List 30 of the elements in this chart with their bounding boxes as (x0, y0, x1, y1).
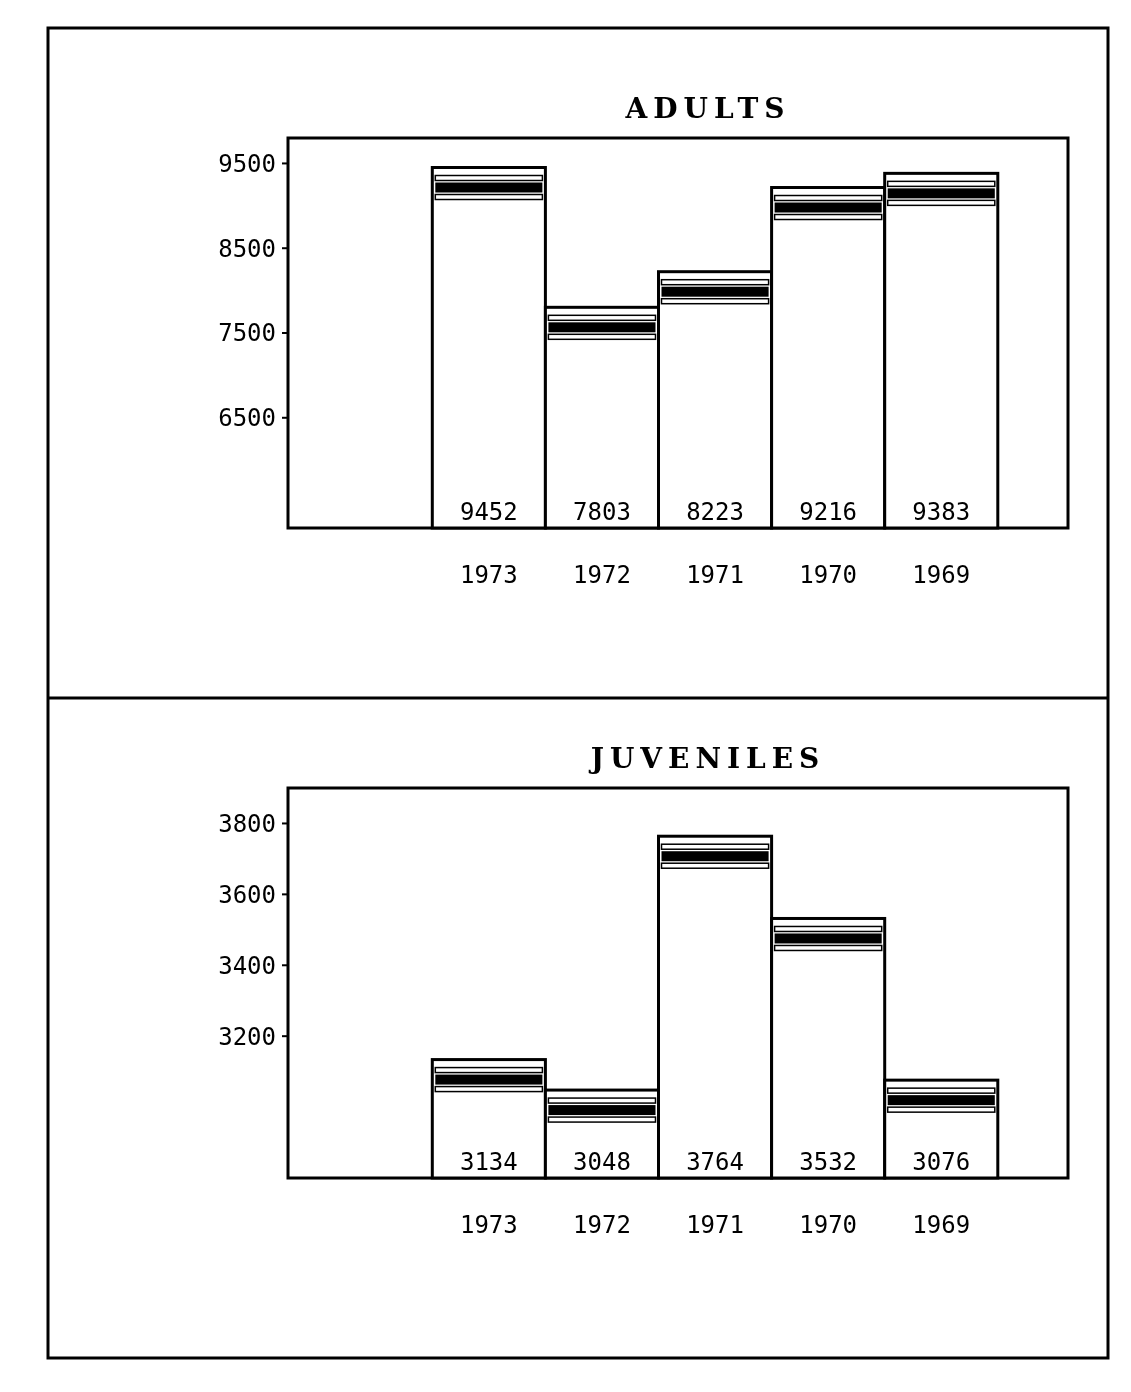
x-tick-label: 1970 (799, 561, 858, 589)
y-tick-label: 9500 (218, 149, 276, 178)
data-label: 9383 (912, 498, 971, 526)
x-tick-label: 1973 (459, 561, 518, 589)
chart-title: ADULTS (624, 92, 791, 125)
data-label: 9216 (799, 498, 858, 526)
x-tick-label: 1969 (912, 561, 971, 589)
x-tick-label: 1970 (799, 1211, 858, 1239)
x-tick-label: 1971 (686, 1211, 744, 1239)
x-tick-label: 1971 (686, 561, 744, 589)
y-tick-label: 3600 (218, 880, 276, 909)
data-label: 7803 (573, 498, 631, 526)
x-tick-label: 1969 (912, 1211, 971, 1239)
y-tick-label: 7500 (218, 319, 276, 348)
data-label: 3532 (799, 1148, 858, 1176)
x-tick-label: 1973 (459, 1211, 518, 1239)
y-tick-label: 6500 (218, 404, 276, 433)
y-tick-label: 3400 (218, 951, 276, 980)
data-label: 3134 (459, 1148, 518, 1176)
data-label: 3048 (573, 1148, 631, 1176)
data-label: 3076 (912, 1148, 971, 1176)
data-label: 8223 (686, 498, 744, 526)
chart-title: JUVENILES (587, 742, 826, 775)
y-tick-label: 3800 (218, 809, 276, 838)
x-tick-label: 1972 (573, 561, 631, 589)
y-tick-label: 8500 (218, 234, 276, 263)
x-tick-label: 1972 (573, 1211, 631, 1239)
data-label: 9452 (459, 498, 518, 526)
y-tick-label: 3200 (218, 1022, 276, 1051)
data-label: 3764 (686, 1148, 744, 1176)
